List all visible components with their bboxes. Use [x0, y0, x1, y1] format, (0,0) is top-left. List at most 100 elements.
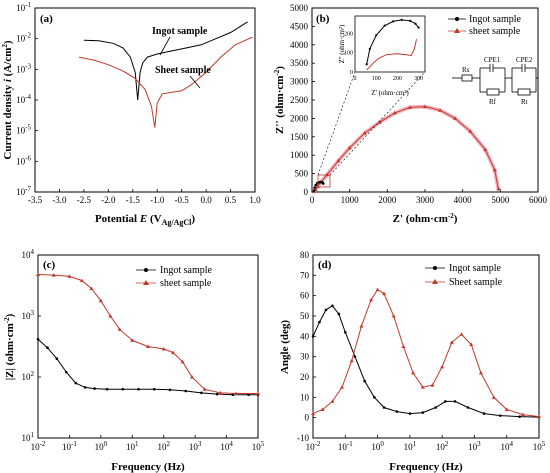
- series-point: [130, 338, 135, 342]
- x-tick-label: 0: [310, 195, 315, 205]
- circuit-rt: Rt: [521, 98, 528, 106]
- nyquist-sheet-point: [392, 110, 397, 115]
- panel-c: (c) 10-2 10-1 100 101 102 103 104 105 101 102 103 1…: [3, 248, 265, 473]
- y-tick-label: 2000: [290, 113, 309, 123]
- y-tick-label: 101: [22, 431, 35, 443]
- zoom-line-2: [329, 71, 426, 176]
- panel-d-label: (d): [318, 259, 332, 271]
- panel-d: (d) 10-2 10-1 100 101 102 103 104 105 -10 0 10 20 30…: [279, 250, 546, 473]
- series-point: [89, 286, 94, 291]
- panel-c-label: (c): [43, 259, 56, 271]
- series-point: [520, 412, 525, 417]
- y-tick-label: 50: [300, 311, 310, 321]
- series-point: [359, 324, 364, 328]
- y-tick-label: 30: [300, 352, 310, 362]
- series-point: [444, 400, 447, 403]
- nyquist-ingot-point: [322, 182, 325, 185]
- panel-c-frame: [37, 254, 259, 439]
- series-point: [395, 410, 399, 413]
- y-tick-label: 0: [304, 187, 309, 197]
- x-tick-label: 103: [189, 440, 202, 452]
- series-point: [247, 393, 250, 396]
- panel-b-label: (b): [316, 13, 330, 25]
- series-point: [64, 370, 68, 374]
- nyquist-sheet-point: [407, 105, 412, 109]
- x-tick-label: 1.0: [249, 195, 261, 205]
- series-point: [434, 406, 437, 409]
- inset-y-tick-label: 0: [350, 70, 353, 76]
- y-tick-label: 60: [300, 291, 310, 301]
- x-tick-label: 104: [220, 440, 233, 452]
- panel-b: (b) 0 1000 2000 3000 4000 5000 600005001000150…: [273, 3, 548, 225]
- x-tick-label: 10-1: [62, 440, 77, 452]
- series-point: [420, 385, 425, 389]
- x-tick-label: 100: [95, 440, 108, 452]
- series-point: [337, 312, 341, 316]
- nyquist-sheet-point: [377, 120, 382, 124]
- series-point: [51, 273, 56, 277]
- panel-a-ylabel: Current density i (A/cm2): [1, 40, 14, 159]
- series-point: [190, 375, 194, 379]
- inset-ingot-point: [392, 20, 395, 23]
- panel-d-frame: [312, 254, 540, 439]
- y-tick-label: 1500: [290, 132, 309, 142]
- series-point: [466, 406, 470, 409]
- series-point: [231, 393, 235, 396]
- circuit-cpe1: CPE1: [484, 56, 501, 64]
- panel-b-legend: Ingot sample sheet sample: [448, 14, 521, 37]
- series-point: [469, 342, 474, 346]
- nyquist-ingot-point: [312, 189, 316, 192]
- x-tick-label: 103: [468, 440, 481, 452]
- panel-d-legend: Ingot sample Sheet sample: [425, 263, 503, 288]
- circuit-rs: Rs: [462, 66, 470, 74]
- nyquist-sheet-line: [313, 106, 499, 192]
- y-tick-label: 1000: [290, 150, 309, 160]
- x-tick-label: 0.0: [200, 195, 212, 205]
- series-line-0: [83, 21, 248, 101]
- series-point: [108, 314, 113, 318]
- panel-c-xlabel: Frequency (Hz): [111, 461, 185, 473]
- series-point: [137, 387, 140, 391]
- nyquist-ingot-point: [314, 183, 318, 187]
- series-point: [373, 396, 376, 399]
- x-tick-label: 0.5: [225, 195, 237, 205]
- series-line-1: [37, 274, 258, 394]
- x-tick-label: 2000: [378, 195, 397, 205]
- inset-ingot-point: [409, 19, 412, 22]
- series-point: [478, 370, 483, 375]
- nyquist-sheet-point: [483, 147, 488, 152]
- nyquist-sheet-point: [423, 104, 427, 109]
- panel-a-label: (a): [40, 13, 53, 25]
- series-point: [482, 412, 486, 415]
- series-point: [215, 392, 219, 396]
- x-tick-label: 105: [533, 440, 546, 452]
- series-point: [152, 387, 156, 391]
- series-point: [105, 387, 109, 391]
- y-tick-label: 20: [300, 372, 310, 382]
- y-tick-label: 40: [300, 331, 310, 341]
- panel-a: (a) -3.5 -3.0 -2.5 -2.0 -1.5 -1.0 -0.5 0.0 0.5 1.…: [1, 1, 261, 227]
- y-tick-label: 80: [300, 250, 310, 260]
- nyquist-sheet-point: [453, 116, 458, 120]
- x-tick-label: -1.5: [126, 195, 141, 205]
- x-tick-label: -1.0: [150, 195, 165, 205]
- inset-y-tick-label: 100: [344, 51, 353, 57]
- series-point: [331, 304, 334, 308]
- inset-ingot-point: [414, 22, 417, 25]
- y-tick-label: 10-2: [16, 32, 31, 44]
- legend-sheet-d: Sheet sample: [449, 277, 503, 288]
- x-tick-label: 1000: [341, 195, 360, 205]
- series-point: [504, 407, 509, 412]
- series-line-0: [312, 305, 540, 418]
- x-tick-label: 101: [126, 440, 139, 452]
- x-tick-label: -0.5: [175, 195, 190, 205]
- y-tick-label: 500: [295, 169, 309, 179]
- nyquist-sheet-point: [492, 167, 497, 172]
- panel-a-xlabel: Potential E (VAg/AgCl): [95, 213, 195, 227]
- y-tick-label: 4000: [290, 40, 309, 50]
- nyquist-sheet-point: [496, 187, 501, 191]
- series-point: [349, 358, 354, 363]
- panel-d-xlabel: Frequency (Hz): [389, 461, 463, 473]
- y-tick-label: 10-3: [16, 62, 31, 74]
- y-tick-label: 10-6: [16, 154, 31, 166]
